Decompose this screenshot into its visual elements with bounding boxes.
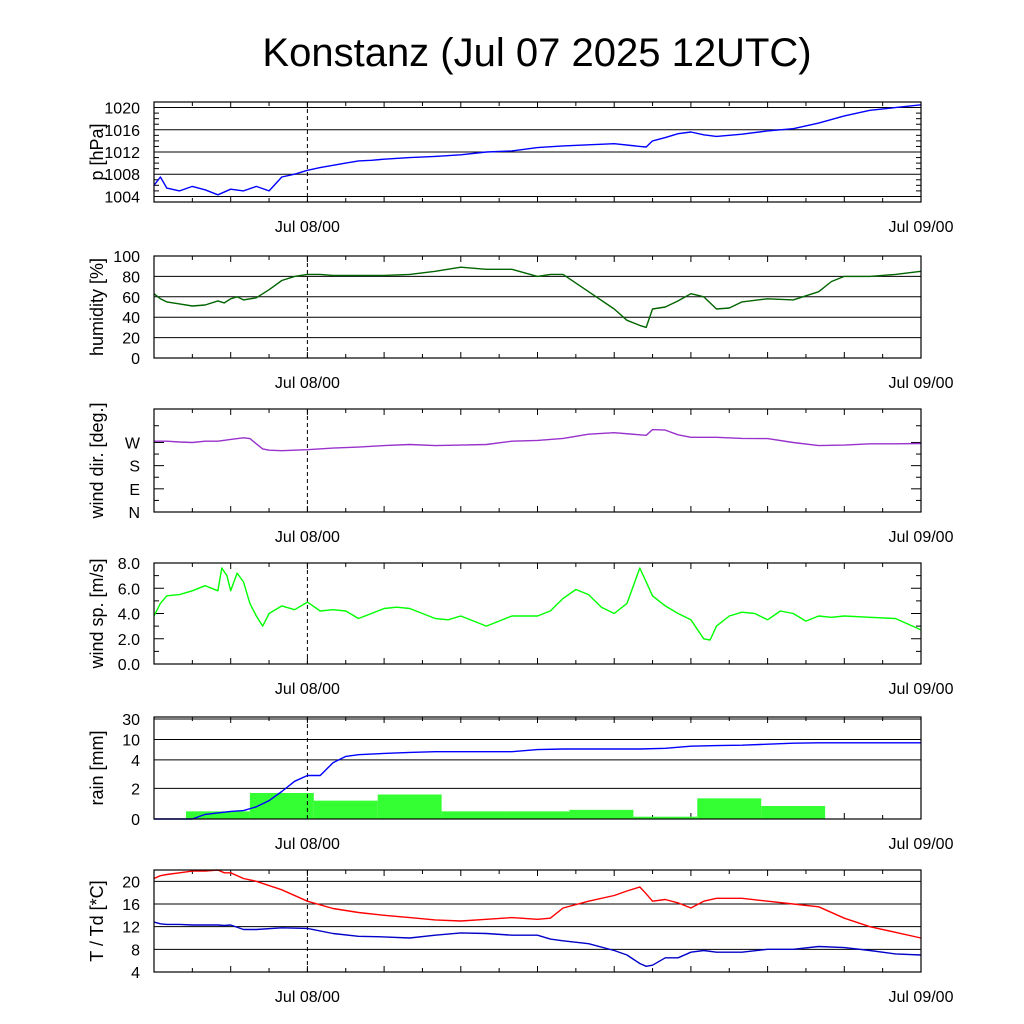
y-tick-label: 8.0 <box>118 556 140 573</box>
rain-bar <box>249 792 314 819</box>
rain-bar <box>697 798 762 819</box>
y-tick-label: 100 <box>113 249 140 266</box>
panel-rain: 0 2 4 10 30 rain [mm] Jul 08/00 Jul 09/00 <box>87 712 954 853</box>
x-tick-label: Jul 09/00 <box>889 681 954 698</box>
series-line-0 <box>153 104 922 196</box>
y-tick-label: 12 <box>122 920 140 937</box>
panel-frame <box>153 562 922 665</box>
panel-frame <box>153 408 922 513</box>
x-tick-label: Jul 08/00 <box>275 836 340 853</box>
y-tick-label: 4 <box>131 753 140 770</box>
y-axis-label: rain [mm] <box>87 730 107 805</box>
panel-frame <box>153 255 922 359</box>
panel-frame <box>153 869 922 973</box>
y-tick-label: 60 <box>122 290 140 307</box>
y-tick-label: 40 <box>122 310 140 327</box>
y-tick-label: E <box>129 482 140 499</box>
series-line-t <box>153 869 922 939</box>
y-tick-label: 1012 <box>104 145 140 162</box>
y-tick-label: 16 <box>122 897 140 914</box>
y-tick-label: 2 <box>131 781 140 798</box>
y-tick-label: 2.0 <box>118 632 140 649</box>
y-axis-label: T / Td [*C] <box>87 880 107 961</box>
rain-bar <box>633 816 698 819</box>
y-tick-label: 1016 <box>104 123 140 140</box>
panel-frame <box>153 716 922 820</box>
y-axis-label: wind sp. [m/s] <box>87 558 107 669</box>
accumulated-rain-line <box>154 742 921 820</box>
y-tick-label: 8 <box>131 942 140 959</box>
x-tick-label: Jul 08/00 <box>275 529 340 546</box>
chart-title: Konstanz (Jul 07 2025 12UTC) <box>262 31 811 75</box>
y-tick-label: 30 <box>122 712 140 729</box>
y-axis-label: wind dir. [deg.] <box>87 402 107 519</box>
panel-frame <box>153 101 922 203</box>
rain-bar <box>185 811 250 819</box>
x-tick-label: Jul 09/00 <box>889 375 954 392</box>
rain-bar <box>377 794 442 819</box>
y-tick-label: 0 <box>131 812 140 829</box>
y-tick-label: N <box>128 505 140 522</box>
x-tick-label: Jul 08/00 <box>275 681 340 698</box>
rain-bar <box>761 805 826 819</box>
series-line-0 <box>154 428 922 452</box>
x-tick-label: Jul 09/00 <box>889 836 954 853</box>
y-tick-label: 0 <box>131 351 140 368</box>
rain-bar <box>505 811 570 819</box>
x-tick-label: Jul 09/00 <box>889 529 954 546</box>
rain-bar <box>569 809 634 819</box>
y-tick-label: 10 <box>122 732 140 749</box>
series-line-0 <box>153 266 922 329</box>
series-line-td <box>153 921 922 967</box>
rain-bar <box>313 800 378 819</box>
y-tick-label: 20 <box>122 331 140 348</box>
y-tick-label: 20 <box>122 874 140 891</box>
x-tick-label: Jul 08/00 <box>275 989 340 1006</box>
series-line-0 <box>153 567 922 641</box>
y-tick-label: 6.0 <box>118 581 140 598</box>
y-tick-label: W <box>125 435 141 452</box>
panel-temperature: 4 8 12 16 20 T / Td [*C] Jul 08/00 Jul 09/00 <box>87 869 954 1006</box>
y-tick-label: 1020 <box>104 101 140 118</box>
y-axis-label: humidity [%] <box>87 258 107 356</box>
y-tick-label: 4.0 <box>118 607 140 624</box>
x-tick-label: Jul 08/00 <box>275 219 340 236</box>
y-tick-label: 80 <box>122 269 140 286</box>
y-tick-label: 0.0 <box>118 657 140 674</box>
rain-bar <box>441 811 506 819</box>
panel-wind_speed: 0.0 2.0 4.0 6.0 8.0 wind sp. [m/s] Jul 08/00 Ju… <box>87 556 954 698</box>
x-tick-label: Jul 08/00 <box>275 375 340 392</box>
panel-pressure: 1004 1008 1012 1016 1020 p [hPa] Jul 08/00 Jul … <box>87 101 954 236</box>
x-tick-label: Jul 09/00 <box>889 989 954 1006</box>
y-tick-label: S <box>129 459 140 476</box>
y-tick-label: 4 <box>131 965 140 982</box>
y-tick-label: 1004 <box>104 189 140 206</box>
y-tick-label: 1008 <box>104 167 140 184</box>
y-axis-label: p [hPa] <box>87 123 107 180</box>
x-tick-label: Jul 09/00 <box>889 219 954 236</box>
panel-humidity: 0 20 40 60 80 100 humidity [%] Jul 08/00 Jul 09/… <box>87 249 954 392</box>
